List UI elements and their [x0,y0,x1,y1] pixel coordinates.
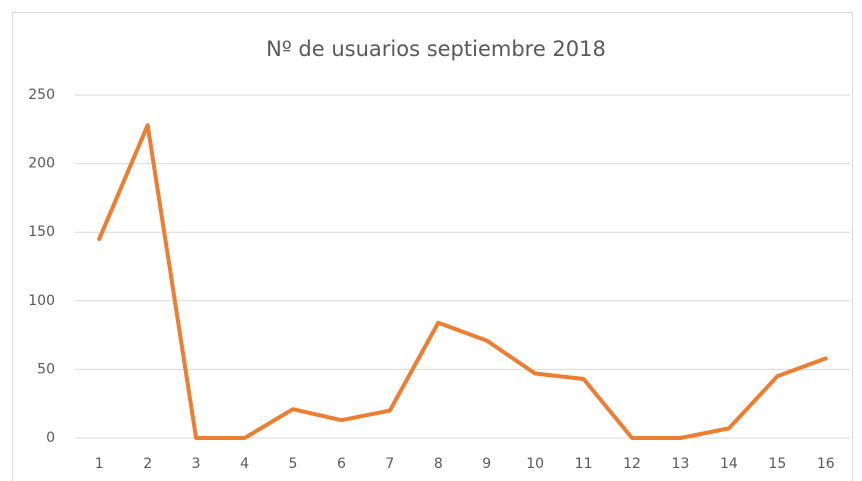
y-tick-label: 50 [37,361,55,377]
chart-title: Nº de usuarios septiembre 2018 [266,37,606,61]
y-tick-label: 250 [28,87,55,103]
x-tick-label: 5 [289,456,298,472]
y-tick-label: 200 [28,156,55,172]
x-tick-label: 14 [720,456,738,472]
x-tick-label: 12 [623,456,641,472]
x-tick-label: 13 [672,456,690,472]
chart-frame [12,12,853,481]
x-tick-label: 4 [240,456,249,472]
x-tick-label: 15 [768,456,786,472]
x-tick-label: 8 [434,456,443,472]
data-line [97,123,828,440]
x-tick-label: 9 [482,456,491,472]
y-tick-label: 150 [28,224,55,240]
x-tick-label: 1 [95,456,104,472]
x-tick-label: 7 [385,456,394,472]
y-tick-label: 0 [46,430,55,446]
x-tick-label: 10 [526,456,544,472]
y-tick-label: 100 [28,293,55,309]
x-tick-label: 3 [192,456,201,472]
x-tick-label: 11 [575,456,593,472]
x-tick-label: 6 [337,456,346,472]
x-tick-label: 16 [817,456,835,472]
x-tick-label: 2 [143,456,152,472]
